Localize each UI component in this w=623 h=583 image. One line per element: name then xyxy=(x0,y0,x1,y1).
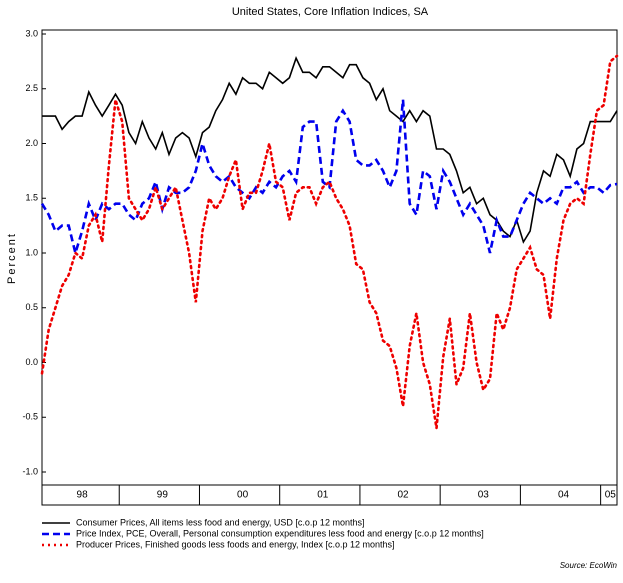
x-tick-label: 99 xyxy=(157,490,169,501)
x-tick-label: 03 xyxy=(478,490,490,501)
y-tick-label: -1.0 xyxy=(22,466,38,476)
y-axis-label: Percent xyxy=(6,232,18,284)
x-tick-label: 05 xyxy=(605,490,617,501)
x-tick-label: 01 xyxy=(317,490,329,501)
y-tick-label: -0.5 xyxy=(22,412,38,422)
source: Source: EcoWin xyxy=(560,561,618,570)
series-line xyxy=(42,55,618,244)
plot-frame xyxy=(41,29,618,506)
x-tick-label: 00 xyxy=(237,490,249,501)
x-tick-label: 98 xyxy=(77,490,89,501)
x-tick-label: 02 xyxy=(397,490,409,501)
chart-subtitle: United States, Core Inflation Indices, S… xyxy=(232,6,429,18)
legend-label: Consumer Prices, All items less food and… xyxy=(76,517,364,527)
y-tick-label: 1.0 xyxy=(25,247,38,257)
legend-label: Price Index, PCE, Overall, Personal cons… xyxy=(76,528,484,538)
series-line xyxy=(40,54,619,429)
y-tick-label: 2.0 xyxy=(25,138,38,148)
x-tick-label: 04 xyxy=(558,490,570,501)
y-tick-label: 2.5 xyxy=(25,83,38,93)
legend-label: Producer Prices, Finished goods less foo… xyxy=(76,539,395,549)
y-tick-label: 1.5 xyxy=(25,193,38,203)
y-tick-label: 3.0 xyxy=(25,28,38,38)
y-tick-label: 0.5 xyxy=(25,302,38,312)
y-tick-label: 0.0 xyxy=(25,357,38,367)
